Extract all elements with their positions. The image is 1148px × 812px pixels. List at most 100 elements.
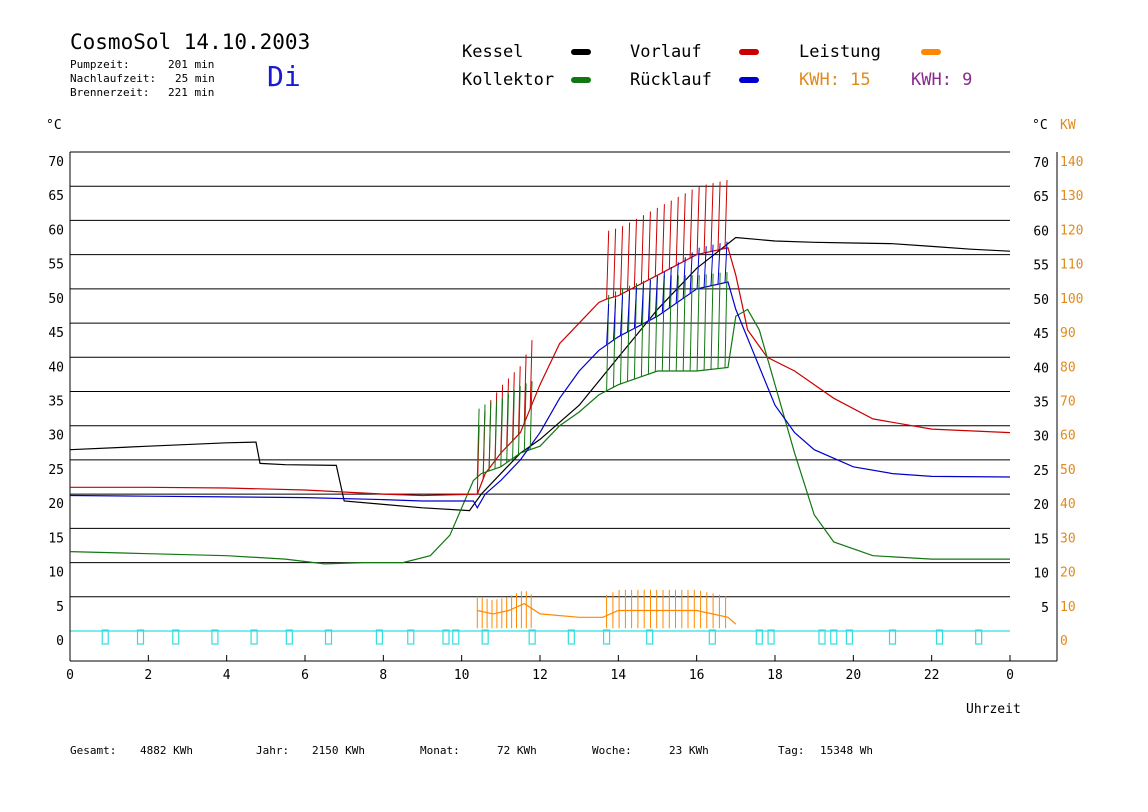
left-axis-unit: °C	[46, 118, 62, 133]
y-right-tick-label: 40	[1033, 361, 1049, 376]
chart-title: CosmoSol 14.10.2003	[70, 30, 311, 54]
pump-marker	[481, 629, 489, 645]
pump-marker	[602, 629, 611, 645]
y2-tick-label: 20	[1060, 566, 1076, 581]
pump-marker	[452, 629, 460, 645]
pump-marker	[528, 629, 536, 645]
series-kollektor-spikes-1	[476, 381, 533, 478]
y-tick-label: 55	[48, 258, 64, 273]
y2-tick-label: 110	[1060, 258, 1083, 273]
footer-label-woche: Woche:	[592, 744, 632, 757]
y-tick-label: 15	[48, 531, 64, 546]
y2-tick-label: 30	[1060, 531, 1076, 546]
footer-value-woche: 23 KWh	[669, 744, 709, 757]
pump-marker	[375, 629, 384, 645]
y-right-tick-label: 70	[1033, 156, 1049, 171]
y-tick-label: 10	[48, 566, 64, 581]
stat-value-nachlaufzeit: 25 min	[175, 72, 215, 85]
x-tick-label: 10	[454, 668, 470, 683]
series-ruecklauf	[69, 281, 1011, 510]
x-tick-label: 16	[689, 668, 705, 683]
y-tick-label: 20	[48, 497, 64, 512]
y-tick-label: 30	[48, 429, 64, 444]
series-leistung-bars	[476, 589, 727, 629]
y-tick-label: 45	[48, 326, 64, 341]
legend-label-ruecklauf: Rücklauf	[630, 70, 712, 90]
pump-marker	[285, 629, 293, 645]
series-vorlauf	[70, 247, 1011, 497]
pump-marker	[755, 629, 763, 645]
x-tick-label: 8	[379, 668, 387, 683]
pump-marker	[211, 629, 219, 645]
series-vorlauf-spikes	[476, 340, 533, 495]
y2-tick-label: 70	[1060, 395, 1076, 410]
pump-marker	[646, 629, 654, 645]
y-right-tick-label: 15	[1033, 532, 1049, 547]
pump-marker	[708, 629, 716, 645]
y2-tick-label: 130	[1060, 189, 1083, 204]
y2-tick-label: 140	[1060, 155, 1083, 170]
pump-marker	[935, 629, 944, 645]
legend-label-kessel: Kessel	[462, 42, 524, 62]
pump-marker	[767, 629, 775, 645]
y-right-tick-label: 35	[1033, 396, 1049, 411]
y-tick-label: 70	[48, 155, 64, 170]
y-right-tick-label: 50	[1033, 293, 1049, 308]
y-right-tick-label: 5	[1041, 601, 1049, 616]
right-axis-unit-kw: KW	[1060, 118, 1076, 133]
y-tick-label: 35	[48, 395, 64, 410]
stat-label-pumpzeit: Pumpzeit:	[70, 58, 130, 71]
x-tick-label: 0	[66, 668, 74, 683]
y2-tick-label: 120	[1060, 223, 1083, 238]
y-right-tick-label: 20	[1033, 498, 1049, 513]
weekday-label: Di	[267, 60, 301, 93]
y-tick-label: 0	[56, 634, 64, 649]
y-right-tick-label: 60	[1033, 224, 1049, 239]
x-tick-label: 12	[532, 668, 548, 683]
y-tick-label: 50	[48, 292, 64, 307]
pump-marker	[136, 629, 145, 645]
footer-value-gesamt: 4882 KWh	[140, 744, 193, 757]
x-tick-label: 4	[223, 668, 231, 683]
y-right-tick-label: 30	[1033, 430, 1049, 445]
legend-label-vorlauf: Vorlauf	[630, 42, 702, 62]
x-tick-label: 18	[767, 668, 783, 683]
y-tick-label: 40	[48, 360, 64, 375]
x-tick-label: 6	[301, 668, 309, 683]
y2-tick-label: 50	[1060, 463, 1076, 478]
footer-value-monat: 72 KWh	[497, 744, 537, 757]
pump-marker	[172, 629, 180, 645]
pump-marker	[888, 629, 897, 645]
x-axis-label: Uhrzeit	[966, 702, 1021, 717]
series-kollektor-spikes	[606, 272, 728, 391]
y-right-tick-label: 10	[1033, 567, 1049, 582]
y2-tick-label: 80	[1060, 360, 1076, 375]
pump-marker	[830, 629, 838, 645]
legend-kwh-2: KWH: 9	[911, 70, 973, 90]
x-tick-label: 2	[144, 668, 152, 683]
y-right-tick-label: 65	[1033, 190, 1049, 205]
footer-value-jahr: 2150 KWh	[312, 744, 365, 757]
y2-tick-label: 60	[1060, 429, 1076, 444]
footer-label-jahr: Jahr:	[256, 744, 290, 757]
y2-tick-label: 100	[1060, 292, 1083, 307]
pump-marker	[845, 629, 854, 645]
pump-marker	[324, 629, 333, 645]
y2-tick-label: 90	[1060, 326, 1076, 341]
pump-marker	[101, 629, 109, 645]
stat-label-nachlaufzeit: Nachlaufzeit:	[70, 72, 157, 85]
footer-label-monat: Monat:	[420, 744, 460, 757]
footer-label-tag: Tag:	[778, 744, 805, 757]
pump-marker	[442, 629, 450, 645]
y2-tick-label: 10	[1060, 600, 1076, 615]
y-right-tick-label: 55	[1033, 259, 1049, 274]
pump-marker	[407, 629, 415, 645]
stat-label-brennerzeit: Brennerzeit:	[70, 86, 150, 99]
y-tick-label: 65	[48, 189, 64, 204]
x-tick-label: 20	[846, 668, 862, 683]
y-tick-label: 60	[48, 223, 64, 238]
series-kollektor	[69, 308, 1010, 565]
legend-label-kollektor: Kollektor	[462, 70, 555, 90]
footer-label-gesamt: Gesamt:	[70, 744, 117, 757]
right-axis-unit: °C	[1032, 118, 1048, 133]
